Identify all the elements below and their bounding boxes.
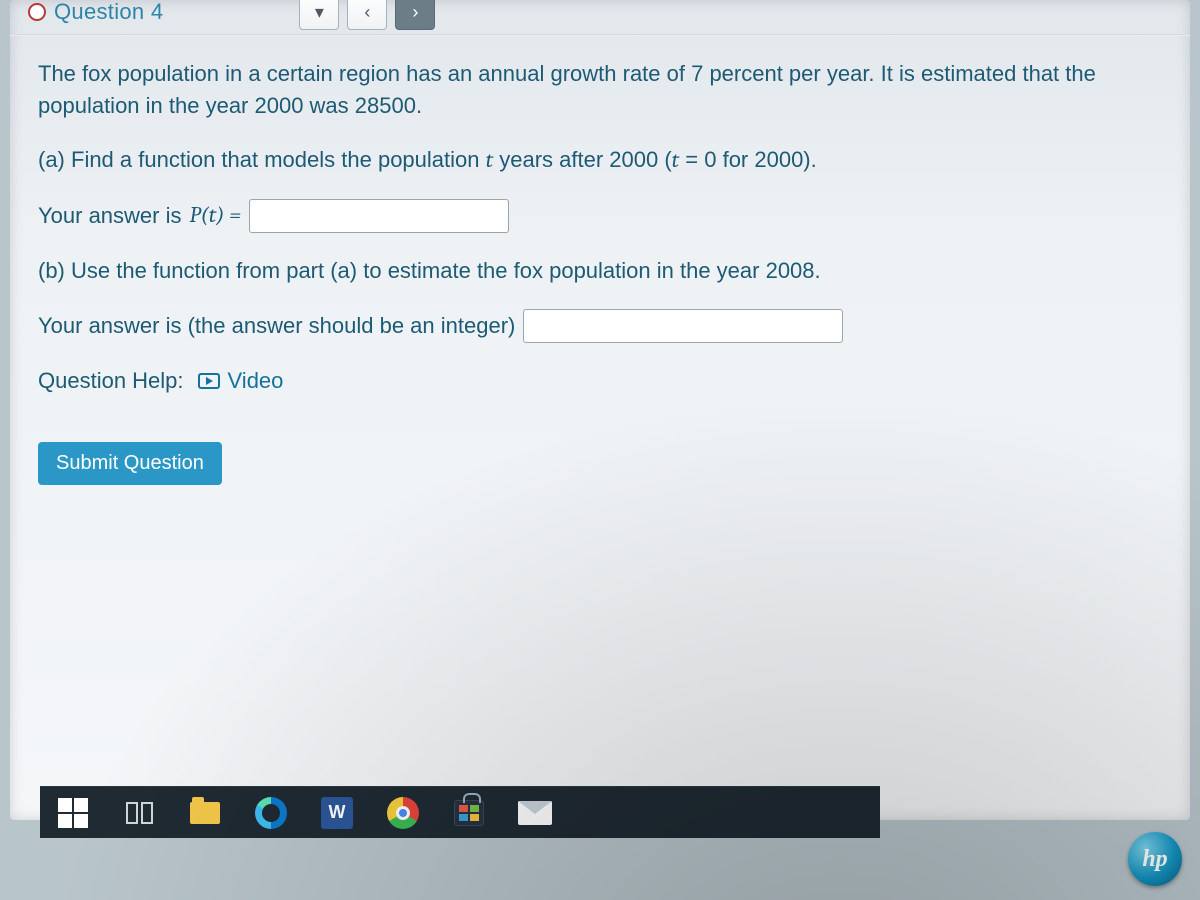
video-icon [198,373,220,389]
word-app-button[interactable]: W [318,794,356,832]
your-answer-label: Your answer is [38,200,181,232]
video-link-text: Video [228,365,284,397]
dropdown-toggle[interactable]: ▾ [299,0,339,30]
var-t: t [486,147,493,173]
problem-intro: The fox population in a certain region h… [38,58,1150,122]
microsoft-store-button[interactable] [450,794,488,832]
windows-logo-icon [58,798,88,828]
chevron-left-icon: ‹ [364,2,370,23]
chrome-icon [387,797,419,829]
file-explorer-button[interactable] [186,794,224,832]
edge-icon [255,797,287,829]
part-a-answer-row: Your answer is P(t) = [38,199,1150,233]
store-icon [454,800,484,826]
edge-browser-button[interactable] [252,794,290,832]
question-header-bar: Question 4 ▾ ‹ › [28,0,435,30]
question-content: The fox population in a certain region h… [38,58,1150,485]
chevron-down-icon: ▾ [315,2,324,23]
chevron-right-icon: › [412,2,418,23]
hp-logo: hp [1128,832,1182,886]
question-label: Question 4 [54,0,163,25]
status-dot-icon [28,3,46,21]
folder-icon [190,802,220,824]
start-button[interactable] [54,794,92,832]
part-a-prompt: (a) Find a function that models the popu… [38,144,1150,177]
app-window: Question 4 ▾ ‹ › The fox population in a… [10,0,1190,820]
task-view-icon [126,802,153,824]
word-icon: W [321,797,353,829]
part-b-prompt: (b) Use the function from part (a) to es… [38,255,1150,287]
part-b-hint: Your answer is (the answer should be an … [38,310,515,342]
chrome-browser-button[interactable] [384,794,422,832]
prev-question-button[interactable]: ‹ [347,0,387,30]
task-view-button[interactable] [120,794,158,832]
pt-label: P(t) = [189,200,240,232]
next-question-button[interactable]: › [395,0,435,30]
header-divider [10,34,1190,36]
part-a-answer-input[interactable] [249,199,509,233]
windows-taskbar[interactable]: W [40,786,880,838]
mail-icon [518,801,552,825]
question-help-label: Question Help: [38,365,184,397]
submit-question-button[interactable]: Submit Question [38,442,222,485]
question-help-row: Question Help: Video [38,365,1150,397]
part-b-answer-input[interactable] [523,309,843,343]
video-help-link[interactable]: Video [198,365,284,397]
mail-app-button[interactable] [516,794,554,832]
part-b-answer-row: Your answer is (the answer should be an … [38,309,1150,343]
